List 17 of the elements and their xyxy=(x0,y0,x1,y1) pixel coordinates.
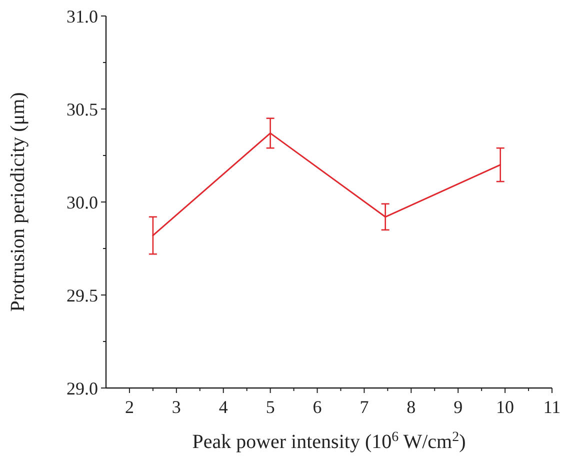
y-tick-label: 29.5 xyxy=(66,285,98,306)
x-tick-label: 9 xyxy=(454,397,463,417)
x-tick-label: 4 xyxy=(218,397,228,417)
y-tick-label: 29.0 xyxy=(66,378,98,398)
y-tick-label: 30.5 xyxy=(66,99,98,120)
x-tick-label: 8 xyxy=(406,397,416,417)
x-tick-label: 2 xyxy=(124,397,134,417)
y-tick-label: 30.0 xyxy=(66,192,98,212)
x-tick-label: 5 xyxy=(266,397,275,417)
x-tick-label: 3 xyxy=(172,397,181,417)
x-tick-label: 7 xyxy=(360,397,369,417)
x-axis-title: Peak power intensity (10$^{6}$ W/cm$^{2}$) xyxy=(192,430,466,453)
y-tick-label: 31.0 xyxy=(66,6,98,26)
x-tick-label: 6 xyxy=(312,397,322,417)
x-tick-label: 10 xyxy=(496,397,514,417)
y-axis-title: Protrusion periodicity (μm) xyxy=(7,92,29,312)
x-tick-label: 11 xyxy=(543,397,561,417)
